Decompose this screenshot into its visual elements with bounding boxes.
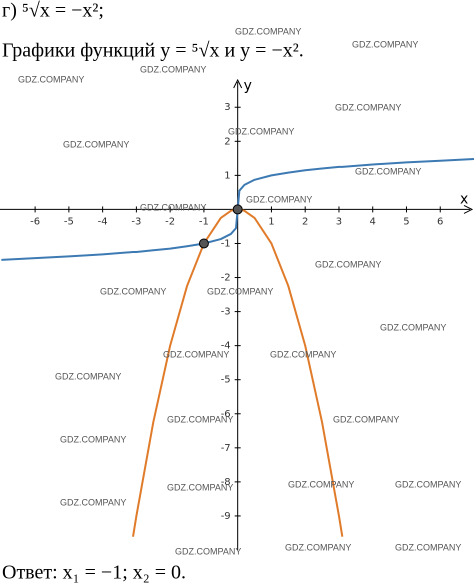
watermark: GDZ.COMPANY (380, 322, 446, 332)
x-tick-label: 6 (437, 216, 443, 227)
y-tick-label: -7 (221, 443, 231, 454)
watermark: GDZ.COMPANY (55, 371, 121, 381)
watermark: GDZ.COMPANY (285, 542, 351, 552)
y-tick-label: -2 (221, 273, 231, 284)
statement: Графики функций y = ⁵√x и y = −x². (2, 40, 304, 62)
watermark: GDZ.COMPANY (335, 102, 401, 112)
watermark: GDZ.COMPANY (140, 202, 206, 212)
y-arrow (233, 78, 243, 89)
y-tick-label: -9 (221, 511, 231, 522)
watermark: GDZ.COMPANY (175, 546, 241, 556)
problem: г) ⁵√x = −x²; (2, 0, 104, 22)
y-tick-label: -4 (221, 341, 231, 352)
x-tick-label: -1 (199, 216, 209, 227)
watermark: GDZ.COMPANY (60, 434, 126, 444)
x-tick-label: -2 (165, 216, 175, 227)
x-tick-label: 2 (302, 216, 308, 227)
watermark: GDZ.COMPANY (235, 26, 301, 36)
x-tick-label: 4 (370, 216, 376, 227)
watermark: GDZ.COMPANY (352, 39, 418, 49)
x-tick-label: 5 (403, 216, 409, 227)
intersection-point (198, 238, 209, 249)
answer: Ответ: x₁ = −1; x₂ = 0. (2, 562, 186, 584)
y-tick-label: -8 (221, 477, 231, 488)
y-tick-label: 1 (224, 170, 230, 181)
watermark: GDZ.COMPANY (140, 64, 206, 74)
watermark: GDZ.COMPANY (246, 194, 312, 204)
y-axis-label: y (244, 78, 252, 94)
watermark: GDZ.COMPANY (63, 139, 129, 149)
y-tick-label: -1 (221, 238, 231, 249)
x-tick-label: 3 (336, 216, 342, 227)
x-tick-label: 1 (268, 216, 274, 227)
watermark: GDZ.COMPANY (100, 286, 166, 296)
x-axis-label: x (460, 191, 468, 207)
y-tick-label: -5 (221, 375, 231, 386)
x-arrow (463, 204, 474, 214)
watermark: GDZ.COMPANY (395, 542, 461, 552)
x-tick-label: -4 (98, 216, 108, 227)
y-tick-label: 2 (224, 136, 230, 147)
watermark: GDZ.COMPANY (270, 349, 336, 359)
watermark: GDZ.COMPANY (333, 414, 399, 424)
y-tick-label: -6 (221, 409, 231, 420)
watermark: GDZ.COMPANY (167, 414, 233, 424)
watermark: GDZ.COMPANY (288, 479, 354, 489)
intersection-point (232, 204, 243, 215)
watermark: GDZ.COMPANY (395, 479, 461, 489)
x-tick-label: -5 (64, 216, 74, 227)
x-tick-label: -3 (131, 216, 141, 227)
watermark: GDZ.COMPANY (228, 126, 294, 136)
watermark: GDZ.COMPANY (207, 286, 273, 296)
watermark: GDZ.COMPANY (355, 166, 421, 176)
watermark: GDZ.COMPANY (167, 482, 233, 492)
y-tick-label: 3 (224, 102, 230, 113)
y-tick-label: -3 (221, 307, 231, 318)
watermark: GDZ.COMPANY (163, 349, 229, 359)
watermark: GDZ.COMPANY (18, 74, 84, 84)
x-tick-label: -6 (30, 216, 40, 227)
watermark: GDZ.COMPANY (60, 497, 126, 507)
watermark: GDZ.COMPANY (315, 259, 381, 269)
